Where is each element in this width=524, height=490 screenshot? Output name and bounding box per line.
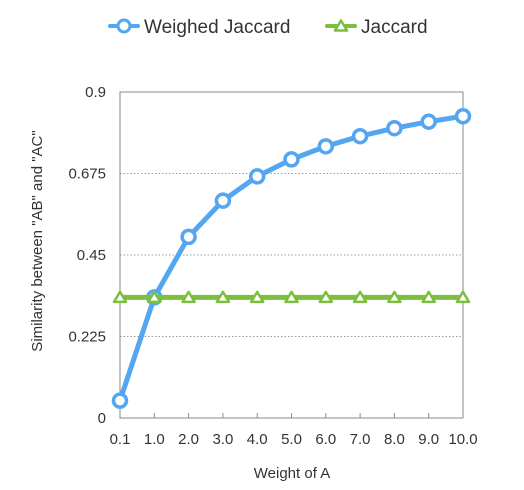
data-point (181, 290, 196, 304)
data-point (180, 228, 197, 246)
data-point (214, 192, 232, 209)
x-tick-labels: 0.1 1.0 2.0 3.0 4.0 5.0 6.0 7.0 8.0 9.0 10.0 (110, 431, 478, 448)
data-point (454, 108, 472, 125)
legend-label: Jaccard (361, 17, 428, 38)
x-tick-label: 4.0 (247, 431, 268, 448)
y-tick-labels: 0 0.225 0.45 0.675 0.9 (68, 84, 106, 427)
x-tick-label: 8.0 (384, 431, 405, 448)
series-weighed-jaccard (111, 108, 472, 409)
y-axis-label: Similarity between "AB" and "AC" (29, 130, 46, 351)
y-tick-label: 0.45 (77, 247, 106, 264)
x-tick-label: 5.0 (281, 431, 302, 448)
axes (119, 91, 464, 419)
x-tick-label: 3.0 (212, 431, 233, 448)
data-point (215, 290, 231, 304)
data-point (283, 151, 300, 168)
data-point (352, 290, 368, 304)
data-point (421, 290, 436, 304)
legend-item-jaccard: Jaccard (325, 17, 428, 38)
data-point (317, 138, 335, 155)
grid (120, 173, 463, 337)
data-point (112, 290, 128, 304)
x-tick-label: 9.0 (418, 431, 439, 448)
data-point (249, 290, 265, 304)
y-tick-label: 0.9 (85, 84, 106, 101)
legend-label: Weighed Jaccard (144, 17, 290, 38)
series-group (111, 108, 472, 409)
x-tick-label: 1.0 (144, 431, 165, 448)
data-point (284, 290, 299, 304)
data-point (387, 290, 402, 304)
data-point (455, 290, 471, 304)
series-jaccard (112, 290, 471, 304)
x-axis-label: Weight of A (254, 465, 330, 482)
x-tick-label: 2.0 (178, 431, 199, 448)
data-point (420, 113, 437, 130)
data-point (318, 290, 334, 304)
legend-triangle-marker (333, 19, 349, 32)
y-tick-label: 0 (98, 410, 106, 427)
y-tick-label: 0.225 (68, 329, 106, 346)
x-tick-label: 7.0 (350, 431, 371, 448)
data-point (386, 119, 403, 137)
legend-item-weighed-jaccard: Weighed Jaccard (108, 17, 290, 38)
data-point (111, 392, 129, 409)
y-tick-label: 0.675 (68, 166, 106, 183)
x-tick-label: 6.0 (315, 431, 336, 448)
data-point (147, 290, 162, 304)
legend-circle-marker (116, 18, 132, 34)
data-point (351, 127, 369, 145)
data-point (248, 168, 266, 185)
x-tick-label: 10.0 (448, 431, 477, 448)
x-tick-label: 0.1 (110, 431, 131, 448)
legend: Weighed Jaccard Jaccard (108, 17, 428, 38)
